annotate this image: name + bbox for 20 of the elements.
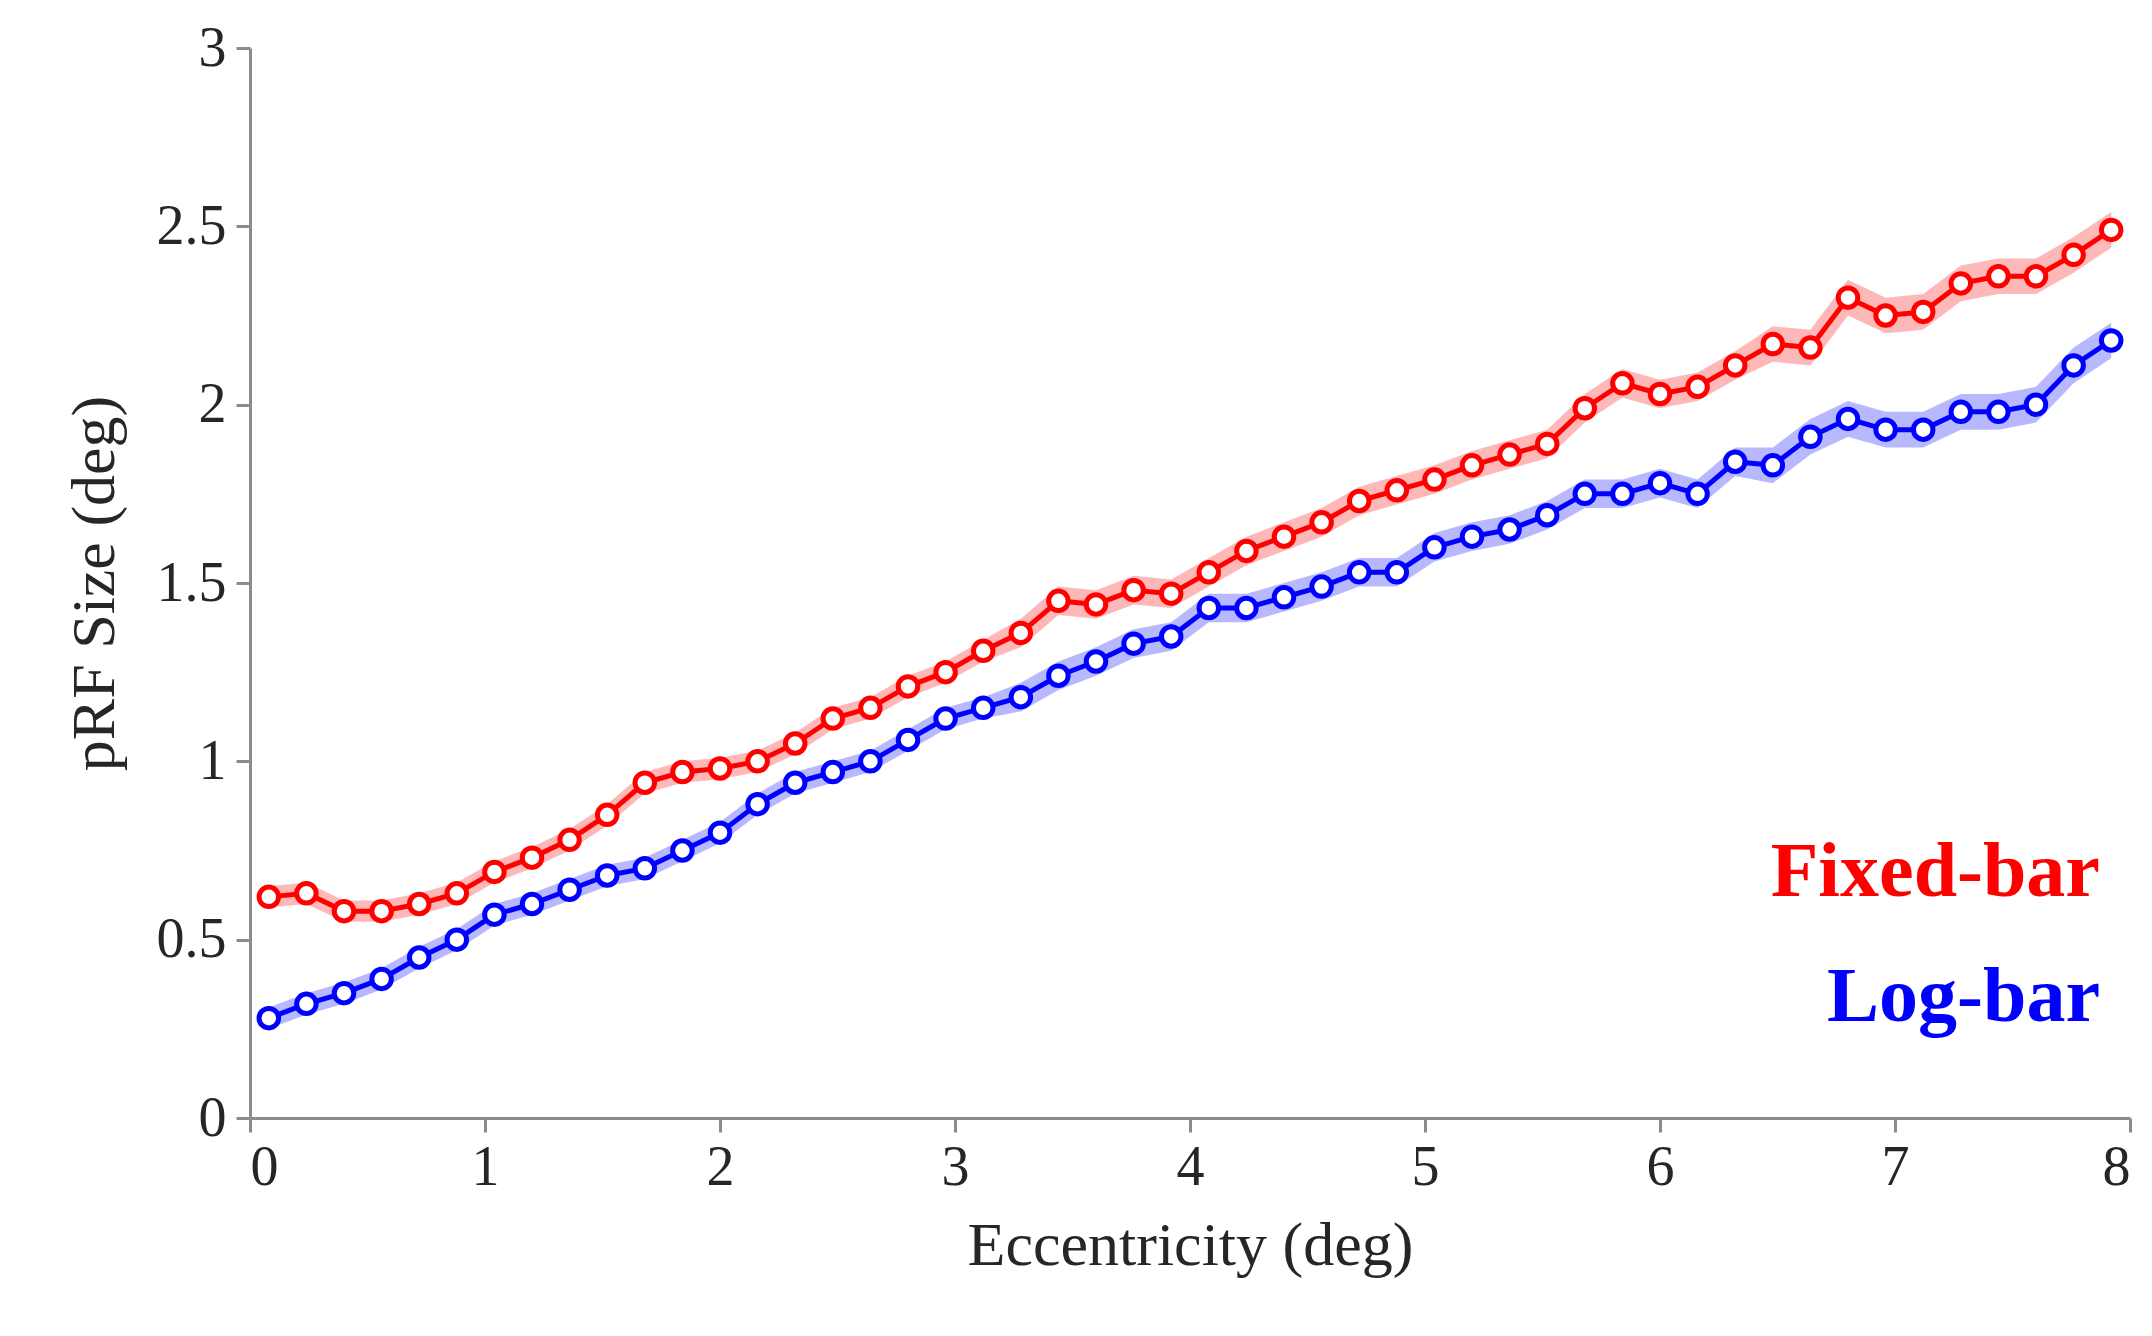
y-axis-title: pRF Size (deg) [58,395,128,772]
y-tick-label: 0 [198,1085,227,1148]
y-tick-label: 1 [198,728,227,791]
y-tick-label: 0.5 [156,907,227,970]
y-tick-label: 1.5 [156,550,227,613]
x-axis-title: Eccentricity (deg) [967,1209,1414,1279]
x-tick-label: 6 [1646,1134,1675,1197]
y-tick-label: 2 [198,372,227,435]
text: Log-bar [1827,951,2100,1038]
x-tick-label: 1 [471,1134,500,1197]
x-tick-label: 8 [2102,1134,2131,1197]
x-tick-label: 2 [706,1134,735,1197]
x-tick-label: 0 [250,1134,279,1197]
y-tick-label: 2.5 [156,193,227,256]
y-tick-label: 3 [198,15,227,78]
x-tick-label: 3 [941,1134,970,1197]
x-tick-label: 4 [1176,1134,1205,1197]
x-tick-label: 5 [1411,1134,1440,1197]
x-tick-label: 7 [1881,1134,1910,1197]
text: Fixed-bar [1770,826,2100,913]
